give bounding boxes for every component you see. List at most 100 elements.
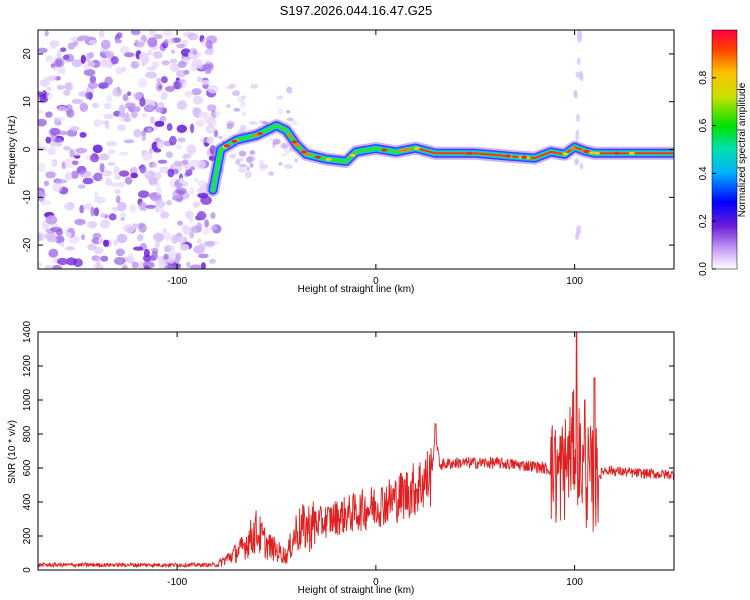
noise-blob	[64, 171, 73, 181]
noise-blob	[79, 132, 87, 138]
noise-blob	[94, 191, 99, 199]
noise-blob	[189, 186, 194, 195]
ridge-spot	[287, 134, 293, 137]
noise-blob	[205, 123, 216, 134]
noise-blob	[286, 86, 293, 94]
snr-y-ticks: 0 200 400 600 800 1000 1200 1400	[22, 320, 674, 573]
noise-blob	[79, 170, 92, 178]
snr-series-line	[38, 332, 674, 569]
noise-blob	[176, 124, 187, 133]
noise-blob	[182, 153, 192, 159]
noise-blob	[233, 107, 241, 112]
ridge-spot	[294, 143, 301, 147]
noise-blob	[124, 52, 135, 58]
noise-blob	[286, 110, 291, 114]
ridge-spot	[521, 155, 528, 159]
noise-blob	[91, 102, 99, 109]
colorbar-ticks: 0.0 0.2 0.4 0.6 0.8	[698, 70, 716, 276]
noise-blob	[188, 159, 201, 168]
noise-blob	[113, 239, 119, 246]
noise-blob	[158, 101, 165, 109]
noise-blob	[128, 252, 134, 261]
noise-blob	[133, 128, 142, 138]
noise-blob	[268, 171, 274, 176]
noise-blob	[38, 118, 47, 127]
noise-blob	[131, 261, 139, 269]
noise-blob	[156, 141, 164, 149]
noise-blob	[45, 111, 53, 118]
noise-blob	[191, 88, 202, 96]
noise-blob	[205, 39, 213, 50]
noise-blob	[38, 162, 46, 173]
noise-blob	[160, 211, 170, 219]
noise-blob	[189, 217, 194, 224]
noise-blob	[238, 150, 247, 157]
ridge-spot	[381, 148, 388, 152]
ridge-spot	[628, 151, 635, 155]
noise-blob	[217, 135, 223, 140]
ridge-spot	[505, 154, 512, 158]
noise-blob	[90, 206, 95, 217]
ridge-spot	[325, 157, 332, 161]
y-tick-label: 0	[22, 567, 33, 573]
noise-blob	[179, 243, 190, 252]
noise-blob	[159, 115, 167, 123]
noise-blob	[148, 104, 154, 110]
noise-blob	[147, 127, 153, 133]
noise-blob	[190, 264, 202, 269]
noise-blob	[203, 63, 212, 70]
noise-blob	[112, 87, 123, 97]
noise-blob	[153, 34, 163, 40]
noise-blob	[164, 264, 175, 269]
noise-blob	[272, 138, 281, 145]
noise-blob	[206, 136, 215, 144]
noise-blob	[280, 153, 288, 157]
noise-blob	[196, 211, 207, 221]
x-tick-label: 0	[373, 577, 379, 588]
y-tick-label: -20	[22, 237, 33, 252]
noise-blob	[46, 75, 57, 82]
ridge-spot	[300, 150, 307, 154]
noise-blob	[104, 76, 113, 86]
noise-blob	[109, 182, 121, 187]
noise-blob	[278, 108, 283, 115]
ridge-spot	[583, 149, 590, 153]
noise-blob	[65, 257, 77, 266]
noise-blob	[38, 146, 47, 151]
noise-blob	[47, 147, 56, 156]
noise-blob	[72, 160, 79, 166]
noise-blob	[184, 172, 190, 177]
ridge-spot	[314, 155, 321, 159]
colorbar-tick-label: 0.8	[698, 70, 709, 84]
colorbar: 0.0 0.2 0.4 0.6 0.8 Normalized spectral ampl…	[698, 29, 748, 276]
noise-blob	[57, 105, 68, 112]
noise-blob	[117, 201, 127, 212]
y-tick-label: 800	[22, 425, 33, 442]
noise-blob	[578, 30, 583, 42]
noise-blob	[162, 228, 167, 234]
noise-blob	[148, 177, 159, 185]
noise-blob	[249, 162, 254, 168]
noise-blob	[99, 162, 105, 173]
noise-blob	[198, 243, 206, 252]
ridge-spot	[588, 151, 595, 155]
noise-blob	[40, 200, 52, 206]
ridge-spot	[570, 146, 576, 150]
noise-blob	[278, 162, 283, 166]
noise-blob	[107, 149, 116, 155]
noise-blob	[123, 224, 136, 234]
noise-blob	[176, 79, 186, 84]
noise-blob	[65, 246, 75, 251]
noise-blob	[137, 190, 150, 198]
noise-blob	[163, 244, 175, 252]
noise-blob	[56, 116, 65, 122]
noise-blob	[145, 71, 158, 79]
noise-blob	[115, 248, 125, 257]
noise-blob	[191, 58, 203, 69]
noise-blob	[192, 201, 200, 208]
y-tick-label: 600	[22, 459, 33, 476]
noise-blob	[99, 219, 111, 229]
noise-blob	[44, 264, 53, 269]
noise-blob	[152, 232, 165, 242]
